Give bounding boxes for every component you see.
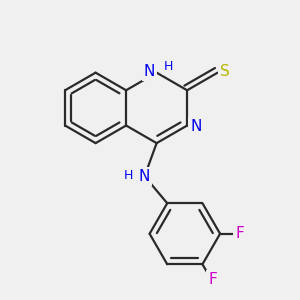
Text: N: N (190, 119, 202, 134)
Text: F: F (235, 226, 244, 241)
Text: S: S (220, 64, 230, 79)
Text: H: H (164, 60, 173, 73)
Text: F: F (208, 272, 217, 287)
Text: N: N (139, 169, 150, 184)
Text: N: N (144, 64, 155, 79)
Text: H: H (123, 169, 133, 182)
